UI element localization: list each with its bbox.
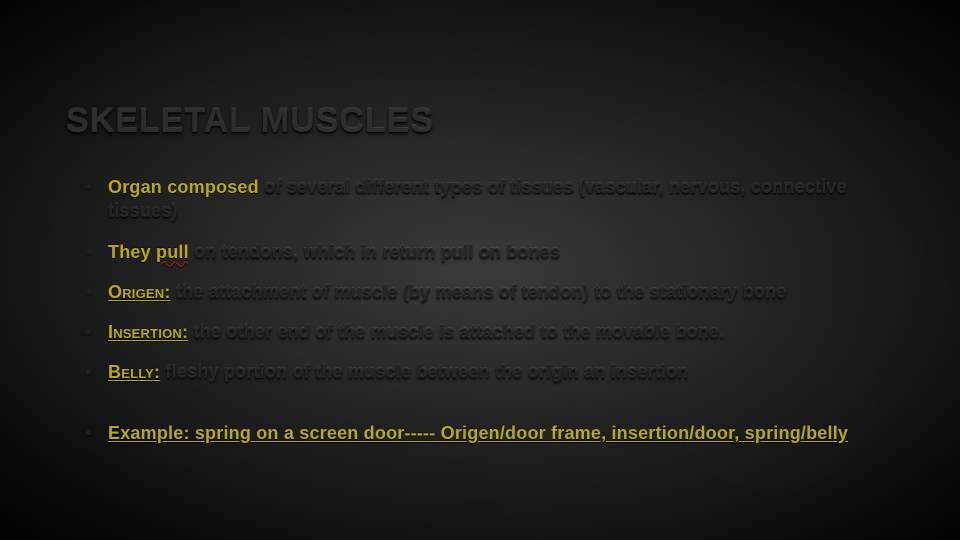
list-item-prefix: Organ composed [108, 177, 259, 197]
list-item: Organ composed of several different type… [86, 175, 880, 224]
list-item-text: fleshy portion of the muscle between the… [160, 362, 688, 382]
list-item-underline: Example: spring on a screen door----- Or… [108, 423, 848, 443]
list-item-text: the attachment of muscle (by means of te… [171, 282, 787, 302]
list-item: They pull on tendons, which in return pu… [86, 240, 880, 264]
list-item-term: Insertion: [108, 322, 188, 342]
slide: SKELETAL MUSCLES Organ composed of sever… [0, 0, 960, 540]
list-item: Example: spring on a screen door----- Or… [86, 421, 880, 445]
list-item: Origen: the attachment of muscle (by mea… [86, 280, 880, 304]
list-item-text: on tendons, which in return pull on bone… [189, 242, 560, 262]
slide-title: SKELETAL MUSCLES [66, 102, 900, 141]
list-item-term: Belly: [108, 362, 160, 382]
list-item-prefix: They [108, 242, 156, 262]
list-item-term: Origen: [108, 282, 171, 302]
list-item: Insertion: the other end of the muscle i… [86, 320, 880, 344]
list-item: Belly: fleshy portion of the muscle betw… [86, 360, 880, 384]
bullet-list: Organ composed of several different type… [86, 175, 880, 445]
list-item-text: the other end of the muscle is attached … [188, 322, 724, 342]
list-item-squiggle: pull [156, 242, 189, 262]
